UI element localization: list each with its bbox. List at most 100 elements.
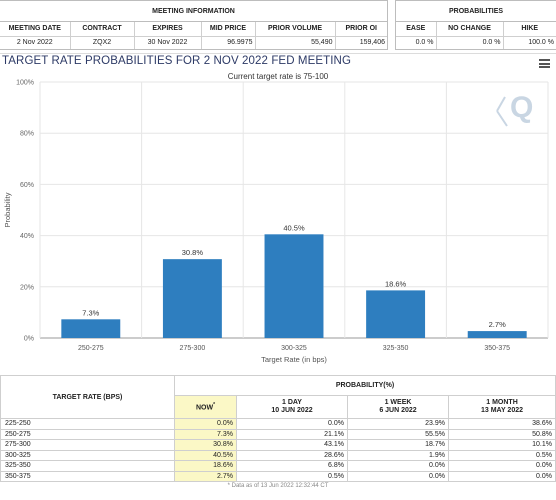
bar-250-275[interactable] bbox=[61, 319, 121, 338]
y-tick-label: 100% bbox=[16, 80, 34, 87]
bar-350-375[interactable] bbox=[467, 331, 527, 338]
bar-data-label: 40.5% bbox=[283, 223, 305, 232]
col-no-change: NO CHANGE bbox=[436, 22, 504, 37]
probability-cell: 6.8% bbox=[236, 460, 348, 472]
probability-cell: 18.7% bbox=[347, 439, 449, 451]
probability-history-table: TARGET RATE (BPS) PROBABILITY(%) NOW* 1 … bbox=[0, 375, 556, 482]
target-rate-cell: 325-350 bbox=[0, 460, 175, 472]
target-rate-cell: 250-275 bbox=[0, 428, 175, 440]
col-ease: EASE bbox=[396, 22, 437, 37]
col-prior-volume: PRIOR VOLUME bbox=[255, 22, 336, 37]
chart-title: TARGET RATE PROBABILITIES FOR 2 NOV 2022… bbox=[2, 55, 351, 67]
probability-cell: 30.8% bbox=[174, 439, 237, 451]
probability-cell: 1.9% bbox=[347, 449, 449, 461]
prior-volume-value: 55,490 bbox=[255, 36, 336, 49]
hike-value: 100.0 % bbox=[528, 39, 554, 47]
probability-cell: 0.0% bbox=[174, 418, 237, 430]
probability-cell: 43.1% bbox=[236, 439, 348, 451]
x-axis-title: Target Rate (in bps) bbox=[261, 355, 327, 364]
target-rate-cell: 350-375 bbox=[0, 470, 175, 482]
probability-cell: 0.0% bbox=[448, 460, 556, 472]
watermark-letter: Q bbox=[510, 91, 533, 124]
no-change-value: 0.0 % bbox=[436, 36, 504, 49]
probabilities-panel: PROBABILITIES EASE NO CHANGE HIKE 0.0 % … bbox=[395, 0, 556, 50]
bar-data-label: 7.3% bbox=[82, 308, 99, 317]
col-expires: EXPIRES bbox=[134, 22, 202, 37]
table-row: 225-250 0.0% 0.0% 23.9% 38.6% bbox=[0, 418, 556, 430]
probability-cell: 40.5% bbox=[174, 449, 237, 461]
meeting-information-title: MEETING INFORMATION bbox=[0, 1, 387, 22]
hamburger-menu-icon[interactable] bbox=[539, 59, 550, 68]
bar-275-300[interactable] bbox=[162, 259, 222, 338]
probabilities-table: EASE NO CHANGE HIKE 0.0 % 0.0 % 100.0 % bbox=[396, 22, 556, 49]
chart-panel: 0% 20% 40% 60% 80% 100% 7.3% 250-275 30.8% 275-30… bbox=[0, 53, 556, 368]
col-meeting-date: MEETING DATE bbox=[0, 22, 71, 37]
col-1-week: 1 WEEK 6 JUN 2022 bbox=[347, 395, 449, 419]
probability-cell: 0.0% bbox=[448, 470, 556, 482]
meeting-information-panel: MEETING INFORMATION MEETING DATE CONTRAC… bbox=[0, 0, 388, 50]
q-logo-watermark: Q bbox=[496, 91, 533, 127]
probability-cell: 0.5% bbox=[448, 449, 556, 461]
chart-gridlines bbox=[39, 81, 549, 339]
bar-325-350[interactable] bbox=[366, 290, 426, 338]
contract-value: ZQX2 bbox=[70, 36, 135, 49]
probability-cell: 10.1% bbox=[448, 439, 556, 451]
col-1-month: 1 MONTH 13 MAY 2022 bbox=[448, 395, 556, 419]
probability-cell: 38.6% bbox=[448, 418, 556, 430]
table-row: 275-300 30.8% 43.1% 18.7% 10.1% bbox=[0, 439, 556, 451]
table-row: 250-275 7.3% 21.1% 55.5% 50.8% bbox=[0, 428, 556, 440]
x-tick-label: 275-300 bbox=[180, 345, 206, 352]
y-tick-label: 20% bbox=[20, 284, 34, 291]
bar-data-label: 2.7% bbox=[489, 320, 506, 329]
probability-cell: 0.5% bbox=[236, 470, 348, 482]
probability-header: PROBABILITY(%) bbox=[174, 375, 556, 396]
meeting-information-table: MEETING DATE CONTRACT EXPIRES MID PRICE … bbox=[0, 22, 387, 49]
probability-cell: 23.9% bbox=[347, 418, 449, 430]
chart-subtitle: Current target rate is 75-100 bbox=[227, 72, 329, 81]
meeting-date-value: 2 Nov 2022 bbox=[0, 36, 71, 49]
table-row: 300-325 40.5% 28.6% 1.9% 0.5% bbox=[0, 449, 556, 461]
y-tick-label: 80% bbox=[20, 131, 34, 138]
y-axis-title: Probability bbox=[3, 192, 12, 227]
expires-value: 30 Nov 2022 bbox=[134, 36, 202, 49]
probability-cell: 0.0% bbox=[236, 418, 348, 430]
target-rate-cell: 225-250 bbox=[0, 418, 175, 430]
probability-cell: 2.7% bbox=[174, 470, 237, 482]
probability-cell: 18.6% bbox=[174, 460, 237, 472]
col-mid-price: MID PRICE bbox=[201, 22, 256, 37]
col-contract: CONTRACT bbox=[70, 22, 135, 37]
x-tick-label: 325-350 bbox=[383, 345, 409, 352]
bar-data-label: 18.6% bbox=[385, 279, 407, 288]
x-tick-label: 350-375 bbox=[484, 345, 510, 352]
ease-value: 0.0 % bbox=[396, 36, 437, 49]
probability-cell: 55.5% bbox=[347, 428, 449, 440]
prior-oi-value: 159,406 bbox=[359, 39, 385, 47]
y-tick-label: 0% bbox=[24, 336, 34, 343]
probability-cell: 21.1% bbox=[236, 428, 348, 440]
table-row: 325-350 18.6% 6.8% 0.0% 0.0% bbox=[0, 460, 556, 472]
probability-history-panel: TARGET RATE (BPS) PROBABILITY(%) NOW* 1 … bbox=[0, 375, 556, 489]
bar-300-325[interactable] bbox=[264, 234, 324, 338]
bar-data-label: 30.8% bbox=[182, 248, 204, 257]
mid-price-value: 96.9975 bbox=[201, 36, 256, 49]
probability-cell: 28.6% bbox=[236, 449, 348, 461]
col-1-day: 1 DAY 10 JUN 2022 bbox=[236, 395, 348, 419]
y-tick-label: 40% bbox=[20, 233, 34, 240]
probability-cell: 0.0% bbox=[347, 470, 449, 482]
target-rate-cell: 275-300 bbox=[0, 439, 175, 451]
chart-bars bbox=[61, 234, 527, 338]
probability-bar-chart: 0% 20% 40% 60% 80% 100% 7.3% 250-275 30.8% 275-30… bbox=[3, 80, 549, 364]
probabilities-title: PROBABILITIES bbox=[396, 1, 556, 22]
probability-cell: 7.3% bbox=[174, 428, 237, 440]
target-rate-header: TARGET RATE (BPS) bbox=[0, 375, 175, 419]
col-hike: HIKE bbox=[503, 22, 556, 37]
probability-cell: 0.0% bbox=[347, 460, 449, 472]
probability-cell: 50.8% bbox=[448, 428, 556, 440]
data-timestamp-footnote: * Data as of 13 Jun 2022 12:32:44 CT bbox=[227, 483, 329, 489]
col-prior-oi: PRIOR OI bbox=[335, 22, 387, 37]
col-now: NOW* bbox=[174, 395, 237, 419]
target-rate-cell: 300-325 bbox=[0, 449, 175, 461]
x-tick-label: 300-325 bbox=[281, 345, 307, 352]
table-row: 350-375 2.7% 0.5% 0.0% 0.0% bbox=[0, 470, 556, 482]
x-tick-label: 250-275 bbox=[78, 345, 104, 352]
